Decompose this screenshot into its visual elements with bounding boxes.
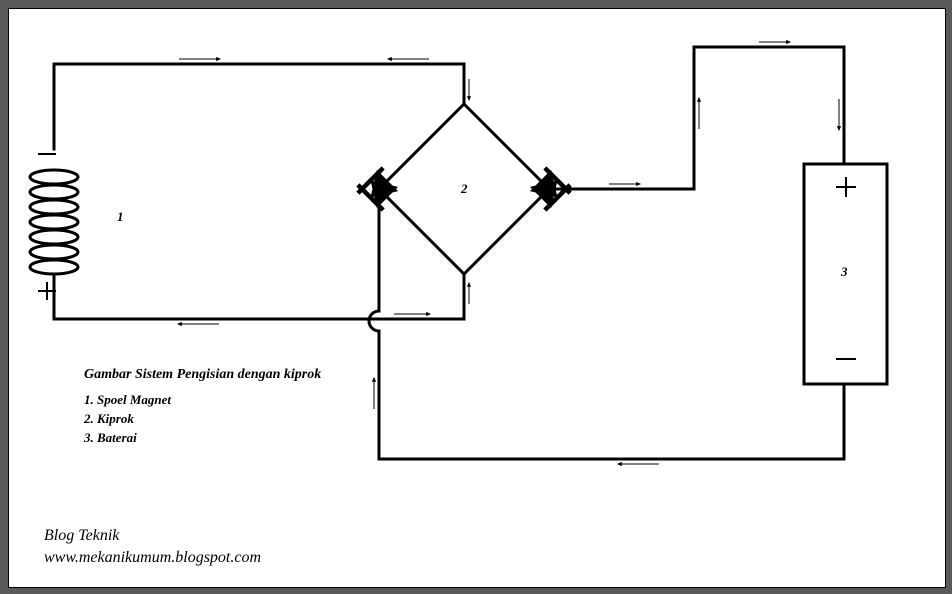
label-component-2: 2 (461, 181, 468, 197)
coil-spoel-magnet (30, 170, 78, 274)
flow-arrows (179, 42, 839, 464)
legend-item-3: 3. Baterai (84, 429, 171, 448)
label-component-3: 3 (841, 264, 848, 280)
legend: 1. Spoel Magnet 2. Kiprok 3. Baterai (84, 391, 171, 448)
diagram-caption: Gambar Sistem Pengisian dengan kiprok (84, 367, 321, 383)
legend-item-1: 1. Spoel Magnet (84, 391, 171, 410)
legend-item-2: 2. Kiprok (84, 410, 171, 429)
footer-line-1: Blog Teknik (44, 527, 119, 545)
circuit-svg (9, 9, 945, 587)
footer-line-2: www.mekanikumum.blogspot.com (44, 549, 261, 567)
label-component-1: 1 (117, 209, 124, 225)
diagram-canvas: 1 2 3 Gambar Sistem Pengisian dengan kip… (8, 8, 946, 588)
